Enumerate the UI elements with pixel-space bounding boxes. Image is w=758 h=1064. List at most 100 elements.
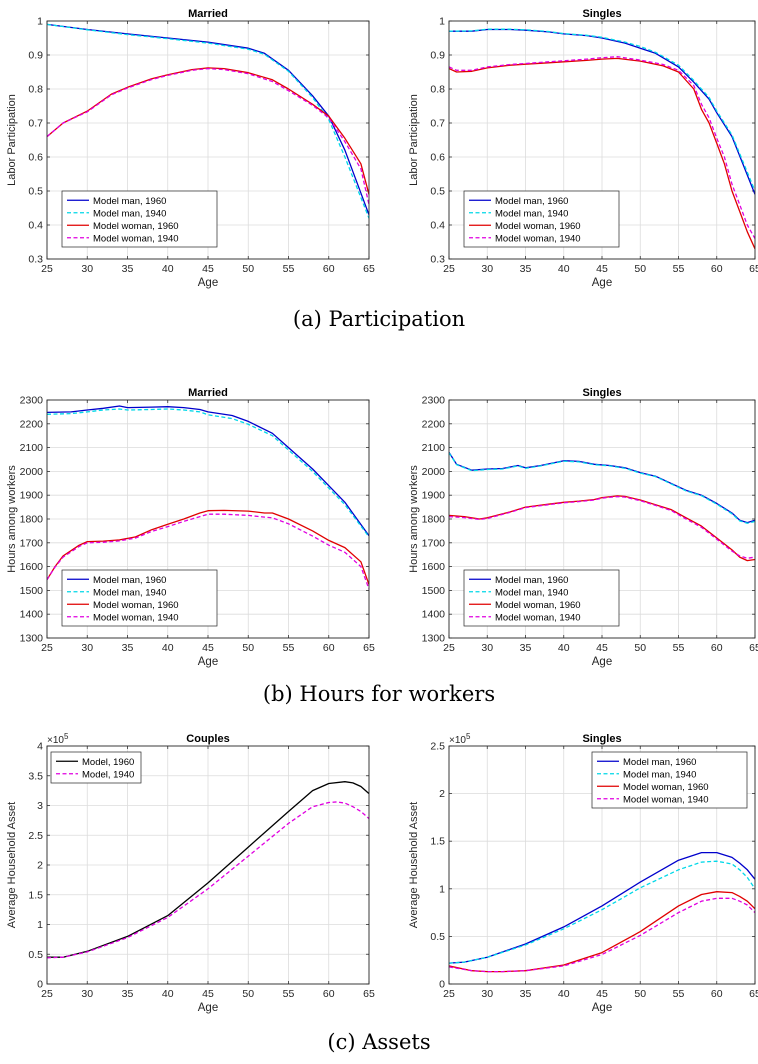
- chart-panel: 25 30 35 40 45 50 55 60 65 0 0.5 1 1.5 2 2.5 Singles Age…: [408, 732, 758, 1014]
- x-tick-label: 55: [283, 988, 295, 1000]
- y-tick-label: 1300: [20, 633, 44, 645]
- series-line: [47, 781, 369, 958]
- chart-panel: 25 30 35 40 45 50 55 60 65 0.3 0.4 0.5 0.6 0.7 0.8 0.9 1…: [408, 8, 758, 289]
- axes-box: [448, 20, 756, 260]
- x-tick-label: 30: [481, 988, 493, 1000]
- x-tick-label: 25: [41, 642, 53, 654]
- series-line: [449, 57, 755, 250]
- x-tick-label: 30: [81, 988, 93, 1000]
- x-tick-label: 35: [122, 263, 134, 275]
- y-tick-label: 2200: [422, 418, 446, 430]
- legend-entry: Model man, 1940: [495, 208, 568, 219]
- series-line: [449, 860, 755, 964]
- y-axis-label: Hours among workers: [6, 465, 18, 573]
- y-tick-label: 2300: [422, 395, 446, 407]
- y-tick-label: 0.7: [430, 118, 445, 130]
- x-tick-label: 50: [242, 263, 254, 275]
- x-tick-label: 65: [749, 642, 758, 654]
- legend-entry: Model man, 1960: [93, 575, 166, 586]
- legend-entry: Model woman, 1940: [495, 612, 581, 623]
- series-line: [47, 67, 369, 205]
- x-tick-label: 45: [202, 988, 214, 1000]
- exponent-power: 5: [64, 732, 69, 741]
- x-axis-label: Age: [198, 1002, 218, 1014]
- legend-entry: Model woman, 1940: [93, 612, 179, 623]
- x-tick-label: 50: [242, 988, 254, 1000]
- x-tick-label: 65: [363, 642, 375, 654]
- x-axis-label: Age: [592, 277, 612, 289]
- x-tick-label: 45: [202, 263, 214, 275]
- x-tick-label: 35: [122, 988, 134, 1000]
- y-tick-label: 3.5: [28, 770, 43, 782]
- legend-entry: Model man, 1960: [93, 196, 166, 207]
- x-tick-label: 25: [443, 988, 455, 1000]
- x-tick-label: 35: [520, 263, 532, 275]
- legend-entry: Model, 1940: [82, 769, 134, 780]
- chart-title: Singles: [582, 8, 621, 20]
- legend-entry: Model man, 1960: [495, 575, 568, 586]
- y-tick-label: 0.9: [28, 50, 43, 62]
- y-tick-label: 1: [37, 16, 43, 28]
- series-group: [449, 28, 755, 250]
- legend-entry: Model, 1960: [82, 757, 134, 768]
- x-tick-label: 50: [634, 988, 646, 1000]
- y-tick-label: 0.5: [28, 186, 43, 198]
- legend-entry: Model woman, 1960: [495, 600, 581, 611]
- x-tick-label: 45: [202, 642, 214, 654]
- x-tick-label: 60: [323, 263, 335, 275]
- legend-entry: Model man, 1940: [93, 587, 166, 598]
- series-group: [47, 781, 369, 959]
- x-axis-label: Age: [592, 656, 612, 668]
- y-tick-label: 1300: [422, 633, 446, 645]
- y-exponent-label: ×105: [449, 732, 471, 746]
- x-tick-label: 55: [283, 263, 295, 275]
- y-axis-label: Average Household Asset: [6, 802, 18, 928]
- x-tick-label: 60: [711, 642, 723, 654]
- y-tick-label: 0.5: [430, 931, 445, 943]
- x-tick-label: 25: [443, 263, 455, 275]
- chart-title: Married: [188, 387, 228, 399]
- y-tick-label: 2: [439, 788, 445, 800]
- x-tick-label: 55: [673, 988, 685, 1000]
- x-tick-label: 50: [242, 642, 254, 654]
- series-line: [47, 23, 369, 219]
- y-tick-label: 1: [439, 883, 445, 895]
- x-tick-label: 35: [122, 642, 134, 654]
- x-tick-label: 40: [558, 988, 570, 1000]
- y-tick-label: 0.8: [430, 84, 445, 96]
- legend-entry: Model woman, 1940: [623, 794, 709, 805]
- y-tick-label: 1400: [422, 609, 446, 621]
- legend-entry: Model man, 1960: [623, 757, 696, 768]
- series-line: [449, 897, 755, 973]
- chart-panel: 25 30 35 40 45 50 55 60 65 1300 1400 1500 1600 1700 18…: [408, 387, 758, 668]
- series-line: [449, 495, 755, 559]
- y-tick-label: 2000: [20, 466, 44, 478]
- y-tick-label: 1500: [20, 585, 44, 597]
- x-tick-label: 45: [596, 642, 608, 654]
- legend-entry: Model woman, 1940: [495, 233, 581, 244]
- y-tick-label: 0.5: [430, 186, 445, 198]
- legend-entry: Model man, 1940: [93, 208, 166, 219]
- x-tick-label: 35: [520, 988, 532, 1000]
- chart-title: Singles: [582, 387, 621, 399]
- caption-hours: (b) Hours for workers: [262, 682, 496, 706]
- series-line: [47, 405, 369, 537]
- y-tick-label: 1700: [20, 537, 44, 549]
- x-tick-label: 40: [558, 263, 570, 275]
- x-tick-label: 30: [81, 642, 93, 654]
- y-tick-label: 1: [439, 16, 445, 28]
- y-tick-label: 3: [37, 800, 43, 812]
- y-axis-label: Hours among workers: [408, 465, 420, 573]
- exponent-power: 5: [466, 732, 471, 741]
- y-tick-label: 0.7: [28, 118, 43, 130]
- y-tick-label: 0: [439, 979, 445, 991]
- y-tick-label: 4: [37, 741, 43, 753]
- y-tick-label: 1800: [20, 514, 44, 526]
- y-tick-label: 1800: [422, 514, 446, 526]
- x-tick-label: 55: [283, 642, 295, 654]
- chart-title: Married: [188, 8, 228, 20]
- exponent-base: ×10: [449, 735, 466, 746]
